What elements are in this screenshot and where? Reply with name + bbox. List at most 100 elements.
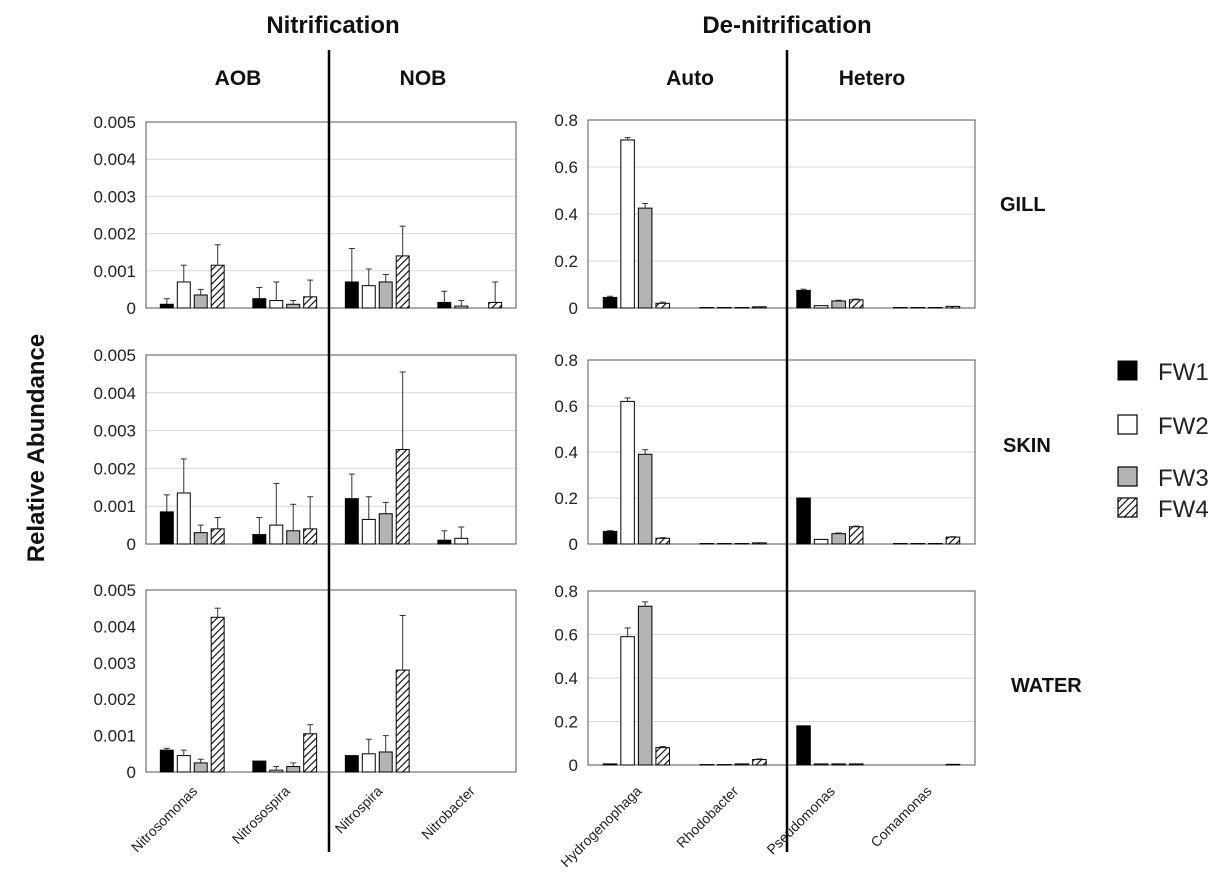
bar-fw1-hydrogenophaga [602,296,618,309]
bar-fw1-pseudomonas [796,497,811,545]
bar-fw1-nitrobacter [437,301,452,309]
y-tick-label: 0.4 [554,669,578,688]
x-tick-label-nitrospira: Nitrospira [332,783,386,837]
y-tick-label: 0.6 [554,158,578,177]
legend-label-fw1: FW1 [1158,359,1209,386]
legend-swatch-fw3 [1117,466,1138,487]
bar-fw4-pseudomonas [848,763,864,766]
bar-fw2-nitrosomonas [176,281,191,309]
legend-label-fw2: FW2 [1158,413,1209,440]
bar-fw3-nitrospira [378,281,393,309]
subheader-auto: Auto [666,67,714,90]
bar-fw4-rhodobacter [752,759,767,766]
header-nitrification: Nitrification [266,12,399,39]
row-label-gill: GILL [1000,194,1046,216]
bar-fw2-hydrogenophaga [620,400,635,545]
bar-fw3-pseudomonas [831,763,846,766]
y-tick-label: 0.4 [554,205,578,224]
bar-fw1-nitrosospira [252,534,267,545]
x-tick-label-hydrogenophaga: Hydrogenophaga [557,783,644,870]
bar-fw2-hydrogenophaga [620,636,635,766]
bar-fw2-nitrosospira [269,769,284,773]
y-tick-label: 0.005 [93,581,136,600]
bar-fw3-nitrosospira [286,530,301,545]
bar-fw4-rhodobacter [752,542,767,545]
y-tick-label: 0.003 [93,654,136,673]
y-tick-label: 0.004 [93,617,136,636]
y-tick-label: 0.8 [554,111,578,130]
bar-fw4-nitrospira [395,669,410,773]
bar-fw2-nitrosomonas [176,492,191,545]
row-label-skin: SKIN [1003,435,1051,457]
x-tick-label-rhodobacter: Rhodobacter [673,783,741,851]
y-tick-label: 0.003 [93,422,136,441]
y-tick-label: 0.001 [93,262,136,281]
bar-fw1-nitrosomonas [159,749,174,773]
y-tick-label: 0.001 [93,497,136,516]
bar-fw4-nitrosospira [303,296,318,309]
legend-swatch-fw1 [1117,360,1138,381]
bar-fw4-comamonas [945,763,961,766]
y-tick-label: 0.002 [93,225,136,244]
bar-fw4-nitrospira [395,255,410,309]
plot-frame [587,359,976,545]
bar-fw4-nitrosomonas [210,528,225,545]
bar-fw3-hydrogenophaga [637,207,653,309]
y-tick-label: 0.001 [93,727,136,746]
bar-fw2-nitrospira [361,285,376,309]
legend-label-fw4: FW4 [1158,496,1209,523]
bar-fw3-nitrosospira [286,766,301,773]
bar-fw1-nitrospira [344,281,359,309]
bar-fw4-comamonas [945,305,961,309]
plot-frame [145,121,517,309]
subheader-hetero: Hetero [839,67,906,90]
bar-fw2-pseudomonas [813,305,829,309]
bar-fw2-nitrobacter [454,537,469,545]
bar-fw4-nitrosomonas [210,616,225,773]
bar-fw4-pseudomonas [848,299,864,309]
y-tick-label: 0.6 [554,626,578,645]
bar-fw3-nitrosomonas [193,532,208,545]
bar-fw4-nitrospira [395,449,410,545]
y-tick-label: 0.4 [554,443,578,462]
x-tick-label-nitrobacter: Nitrobacter [418,783,478,843]
bar-fw4-nitrosospira [303,733,318,773]
y-tick-label: 0.2 [554,713,578,732]
y-tick-label: 0.2 [554,252,578,271]
bar-fw4-comamonas [945,536,961,545]
x-tick-label-nitrosospira: Nitrosospira [229,783,293,847]
y-tick-label: 0 [127,299,136,318]
chart-panels: 0 0.001 0.002 0.003 0.004 0.005 0 0.2 0.4 0.6 0.8 0… [93,111,976,870]
legend-swatch-fw2 [1117,414,1138,435]
y-tick-label: 0.002 [93,690,136,709]
bar-fw4-pseudomonas [848,526,864,545]
x-tick-label-nitrosomonas: Nitrosomonas [128,783,200,855]
bar-fw4-nitrobacter [488,301,503,309]
y-tick-label: 0.005 [93,113,136,132]
bar-fw3-nitrospira [378,751,393,773]
bar-fw1-nitrosomonas [159,303,174,309]
y-tick-label: 0.004 [93,384,136,403]
bar-fw1-hydrogenophaga [602,763,618,766]
bar-fw3-rhodobacter [734,763,750,766]
y-tick-label: 0.2 [554,489,578,508]
row-label-water: WATER [1011,675,1082,697]
plot-frame [587,590,976,766]
subheader-nob: NOB [400,67,447,90]
bar-fw2-nitrosomonas [176,755,191,773]
bar-fw3-nitrosospira [286,303,301,309]
panel-nitrification-water: 0 0.001 0.002 0.003 0.004 0.005 [93,581,517,782]
bar-fw2-nitrosospira [269,300,284,309]
bar-fw2-pseudomonas [813,763,829,766]
bar-fw1-nitrosospira [252,760,267,773]
bar-fw2-nitrosospira [269,524,284,545]
bar-fw3-nitrosomonas [193,762,208,773]
y-tick-label: 0.002 [93,459,136,478]
panel-denitrification-water: 0 0.2 0.4 0.6 0.8 [554,582,976,775]
bar-fw3-hydrogenophaga [637,453,653,545]
y-tick-label: 0 [569,299,578,318]
x-tick-label-pseudomonas: Pseudomonas [763,783,838,858]
y-tick-label: 0 [127,535,136,554]
bar-fw2-pseudomonas [813,538,829,545]
